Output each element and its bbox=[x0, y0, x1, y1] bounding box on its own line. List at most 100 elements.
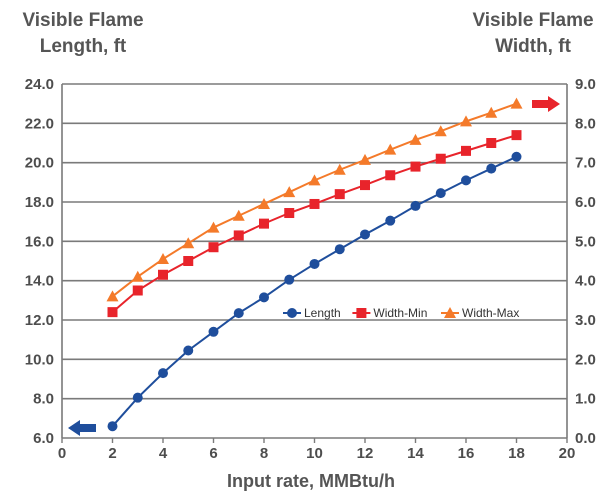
length-data-point bbox=[334, 244, 345, 255]
length-data-point bbox=[132, 392, 143, 403]
x-tick-label: 20 bbox=[559, 445, 576, 462]
width-max-data-point bbox=[460, 115, 472, 127]
width-min-data-point bbox=[233, 230, 244, 241]
width-max-data-point bbox=[283, 186, 296, 198]
width-max-data-point bbox=[308, 174, 321, 186]
right-axis-title-line1: Visible Flame bbox=[472, 10, 594, 31]
x-tick-label: 14 bbox=[407, 445, 424, 462]
length-data-point bbox=[107, 421, 118, 432]
series-width-min bbox=[107, 130, 522, 318]
length-data-point bbox=[360, 229, 370, 240]
width-max-data-point bbox=[258, 197, 270, 209]
y-right-tick-label: 9.0 bbox=[575, 76, 596, 93]
series-line bbox=[111, 155, 517, 427]
width-max-data-point bbox=[232, 209, 245, 221]
left-axis-title: Visible Flame Length, ft bbox=[8, 8, 158, 60]
series-group bbox=[106, 97, 523, 432]
width-min-data-point bbox=[334, 189, 345, 200]
left-axis-title-line2: Length, ft bbox=[39, 36, 127, 57]
x-axis-label: Input rate, MMBtu/h bbox=[227, 471, 395, 491]
width-min-data-point bbox=[208, 242, 219, 253]
width-min-data-point bbox=[486, 138, 497, 148]
width-min-data-point bbox=[284, 208, 295, 219]
y-right-tick-label: 6.0 bbox=[575, 194, 596, 211]
width-min-data-point bbox=[385, 170, 396, 181]
x-tick-label: 18 bbox=[508, 445, 525, 462]
right-axis-arrow bbox=[532, 96, 560, 112]
y-left-tick-label: 6.0 bbox=[33, 430, 54, 447]
y-right-tick-label: 3.0 bbox=[575, 312, 596, 329]
width-max-data-point bbox=[359, 153, 371, 165]
y-right-tick-label: 7.0 bbox=[575, 155, 596, 172]
length-data-point bbox=[158, 368, 168, 379]
width-min-data-point bbox=[461, 145, 471, 156]
length-data-point bbox=[435, 188, 446, 199]
x-tick-label: 6 bbox=[209, 445, 217, 462]
width-min-data-point bbox=[511, 130, 522, 141]
x-tick-label: 0 bbox=[58, 445, 66, 462]
length-data-point bbox=[208, 326, 219, 337]
x-tick-label: 16 bbox=[458, 445, 475, 462]
length-data-point bbox=[385, 215, 396, 226]
length-data-point bbox=[284, 274, 295, 285]
width-max-data-point bbox=[106, 290, 119, 302]
x-tick-label: 8 bbox=[260, 445, 268, 462]
legend: Length Width-Min Width-Max bbox=[283, 306, 519, 320]
length-data-point bbox=[461, 175, 471, 186]
width-max-data-point bbox=[409, 133, 422, 145]
x-tick-label: 12 bbox=[357, 445, 374, 462]
width-min-data-point bbox=[132, 285, 143, 296]
y-left-tick-label: 20.0 bbox=[25, 155, 54, 172]
length-data-point bbox=[183, 345, 194, 356]
x-tick-label: 10 bbox=[306, 445, 323, 462]
width-min-data-point bbox=[107, 307, 118, 318]
left-axis-arrow bbox=[68, 420, 96, 436]
width-max-data-point bbox=[131, 270, 144, 282]
width-min-data-point bbox=[183, 256, 194, 266]
y-left-tick-label: 8.0 bbox=[33, 391, 54, 408]
width-max-data-point bbox=[485, 106, 498, 118]
right-axis-title-line2: Width, ft bbox=[495, 36, 571, 57]
y-left-tick-label: 14.0 bbox=[25, 273, 54, 290]
y-left-tick-label: 24.0 bbox=[25, 76, 54, 93]
width-min-data-point bbox=[360, 180, 370, 191]
length-data-point bbox=[511, 151, 522, 162]
y-left-tick-label: 10.0 bbox=[25, 351, 54, 368]
y-left-tick-label: 16.0 bbox=[25, 233, 54, 250]
y-left-tick-label: 12.0 bbox=[25, 312, 54, 329]
length-data-point bbox=[309, 258, 320, 269]
series-length bbox=[107, 151, 522, 432]
length-data-point bbox=[410, 200, 421, 211]
series-width-max bbox=[106, 97, 523, 302]
width-min-data-point bbox=[309, 198, 320, 209]
length-data-point bbox=[287, 308, 297, 318]
y-right-tick-label: 0.0 bbox=[575, 430, 596, 447]
width-min-data-point bbox=[259, 218, 269, 229]
y-left-tick-label: 18.0 bbox=[25, 194, 54, 211]
legend-label: Width-Max bbox=[462, 306, 519, 320]
right-axis-title: Visible Flame Width, ft bbox=[458, 8, 608, 60]
width-max-data-point bbox=[510, 97, 523, 109]
y-right-tick-label: 8.0 bbox=[575, 115, 596, 132]
width-min-data-point bbox=[158, 269, 168, 280]
left-axis-title-line1: Visible Flame bbox=[22, 10, 144, 31]
width-min-data-point bbox=[435, 153, 446, 164]
length-data-point bbox=[486, 163, 497, 174]
width-max-data-point bbox=[444, 307, 456, 318]
legend-label: Width-Min bbox=[373, 306, 427, 320]
series-line bbox=[111, 134, 517, 313]
y-right-tick-label: 5.0 bbox=[575, 233, 596, 250]
legend-label: Length bbox=[304, 306, 341, 320]
width-min-data-point bbox=[356, 308, 367, 318]
length-data-point bbox=[233, 308, 244, 319]
x-tick-label: 4 bbox=[159, 445, 168, 462]
width-max-data-point bbox=[157, 253, 169, 265]
width-max-data-point bbox=[333, 163, 346, 175]
y-right-tick-label: 4.0 bbox=[575, 273, 596, 290]
x-tick-label: 2 bbox=[108, 445, 116, 462]
length-data-point bbox=[259, 292, 269, 303]
width-min-data-point bbox=[410, 161, 421, 172]
width-max-data-point bbox=[384, 143, 397, 155]
width-max-data-point bbox=[207, 221, 220, 233]
